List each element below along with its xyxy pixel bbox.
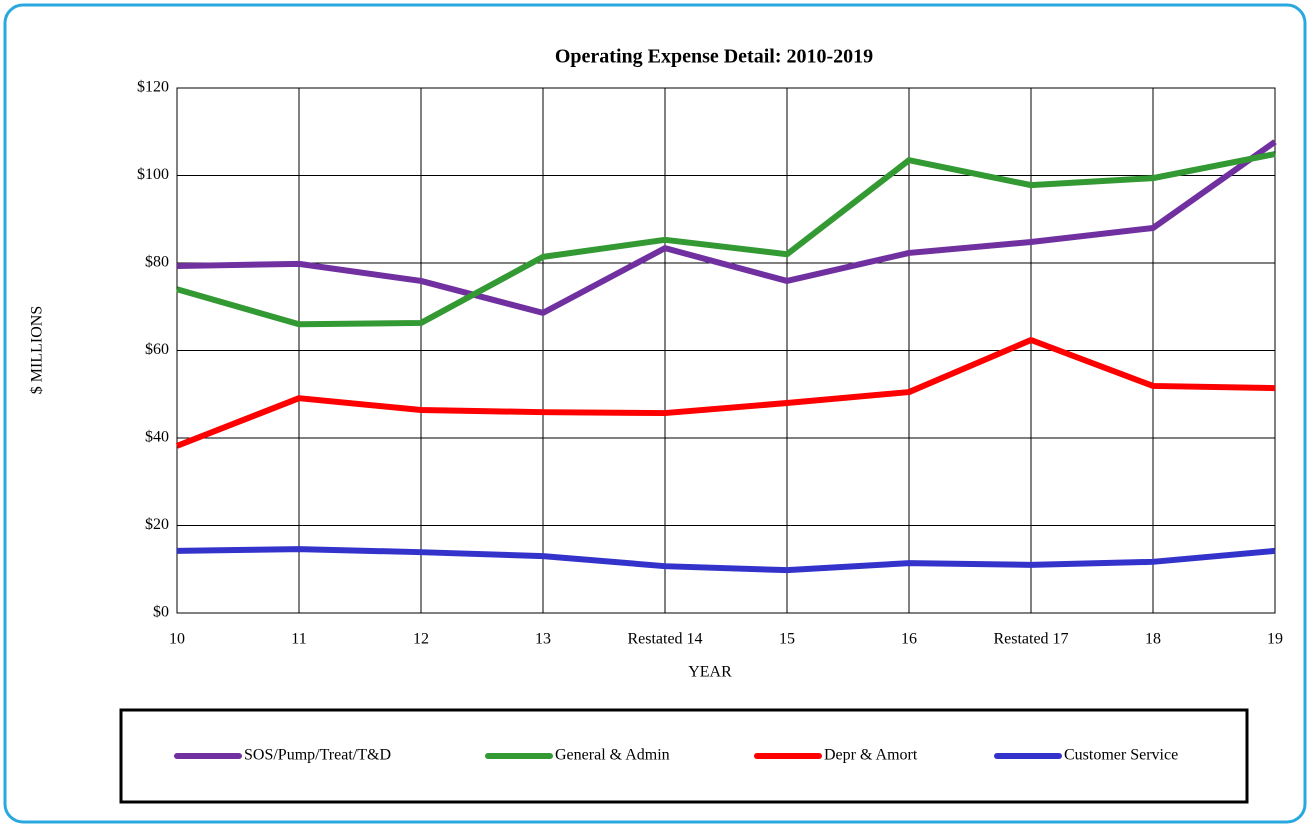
y-tick-label: $0 [153,604,169,621]
legend-box [119,708,1249,804]
y-tick-label: $20 [145,516,169,533]
x-tick-label: Restated 14 [627,631,702,648]
y-axis-label: $ MILLIONS [29,306,46,394]
series-line [175,337,1276,449]
y-tick-label: $100 [137,166,169,183]
x-tick-label: 16 [901,631,917,648]
y-tick-label: $40 [145,429,169,446]
x-tick-label: 19 [1267,631,1283,648]
series-line [176,546,1276,574]
chart-title: Operating Expense Detail: 2010-2019 [555,46,873,68]
x-axis-label: YEAR [688,664,732,681]
plot-border [176,87,1276,614]
legend-label: General & Admin [555,747,670,764]
series-line [176,139,1277,316]
series-line [176,151,1276,328]
y-tick-label: $120 [137,79,169,96]
x-tick-label: 15 [779,631,795,648]
x-tick-label: Restated 17 [993,631,1068,648]
x-tick-label: 10 [169,631,185,648]
legend-label: Depr & Amort [824,747,918,764]
legend-label: SOS/Pump/Treat/T&D [244,747,391,764]
y-tick-label: $60 [145,341,169,358]
x-tick-label: 13 [535,631,551,648]
x-tick-label: 18 [1145,631,1161,648]
legend-label: Customer Service [1064,747,1178,764]
y-tick-label: $80 [145,254,169,271]
x-tick-label: 11 [291,631,306,648]
x-tick-label: 12 [413,631,429,648]
